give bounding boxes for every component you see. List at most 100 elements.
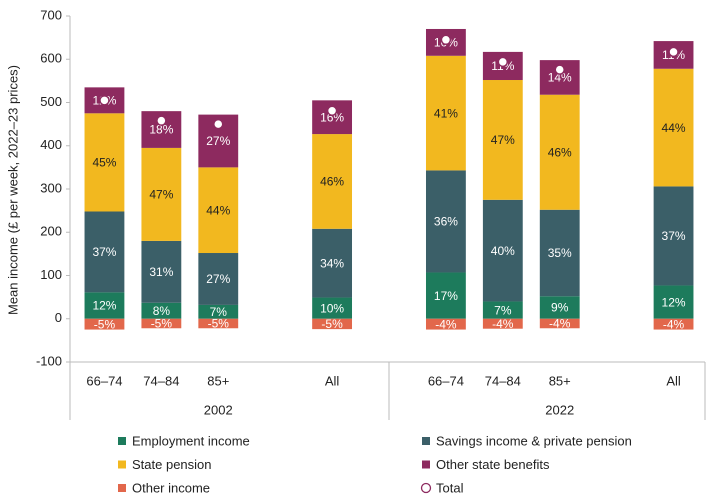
bar-segment: [425, 170, 466, 273]
bar-segment: [653, 68, 694, 187]
bar-segment: [425, 318, 466, 330]
bar-segment: [312, 228, 353, 298]
segment-label: 27%: [206, 272, 230, 286]
segment-label: 7%: [494, 303, 512, 317]
segment-label: 41%: [434, 106, 458, 120]
bar-segment: [84, 113, 125, 212]
y-tick-label: 600: [40, 51, 62, 66]
bar-segment: [425, 272, 466, 319]
bar-segment: [198, 167, 239, 254]
segment-label: -5%: [208, 317, 230, 331]
legend-marker: [420, 482, 432, 494]
segment-label: 10%: [320, 301, 344, 315]
segment-label: 9%: [551, 301, 569, 315]
bar-segment: [198, 304, 239, 319]
segment-label: 31%: [149, 265, 173, 279]
y-tick-label: 100: [40, 267, 62, 282]
legend-label: Savings income & private pension: [436, 433, 632, 448]
y-tick-label: 0: [55, 310, 62, 325]
y-tick-label: 400: [40, 137, 62, 152]
legend-label: Other state benefits: [436, 457, 550, 472]
bar-segment: [84, 211, 125, 293]
bar-segment: [141, 147, 182, 241]
bar-segment: [653, 285, 694, 319]
segment-label: 7%: [210, 305, 228, 319]
segment-label: 40%: [491, 244, 515, 258]
bar-segment: [539, 296, 580, 319]
total-marker: [440, 34, 452, 46]
total-marker: [497, 56, 509, 68]
segment-label: -5%: [321, 317, 343, 331]
segment-label: 14%: [548, 71, 572, 85]
total-marker: [156, 115, 167, 126]
legend-label: State pension: [132, 457, 212, 472]
bar-segment: [312, 134, 353, 229]
segment-label: -4%: [549, 317, 571, 331]
x-tick-label: 85+: [549, 373, 571, 388]
segment-label: 37%: [92, 245, 116, 259]
group-label: 2002: [204, 402, 233, 417]
y-tick-label: 200: [40, 224, 62, 239]
legend-swatch: [422, 460, 430, 469]
x-tick-label: 74–84: [485, 373, 521, 388]
group-label: 2022: [545, 402, 574, 417]
segment-label: 45%: [92, 156, 116, 170]
total-marker: [554, 64, 565, 75]
legend-label: Other income: [132, 480, 210, 495]
total-marker: [99, 95, 110, 106]
bar-segment: [141, 318, 182, 329]
y-tick-label: 700: [40, 7, 62, 22]
x-tick-label: 74–84: [143, 373, 179, 388]
segment-label: 44%: [662, 121, 686, 135]
segment-label: 46%: [320, 175, 344, 189]
total-marker: [326, 105, 338, 116]
segment-label: 36%: [434, 215, 458, 229]
segment-label: 37%: [662, 229, 686, 243]
y-axis-label: Mean income (£ per week, 2022–23 prices): [5, 65, 20, 315]
bar-segment: [482, 301, 523, 319]
segment-label: -4%: [492, 317, 514, 331]
bar-segment: [198, 318, 239, 329]
bar-segment: [653, 186, 694, 286]
y-tick-label: -100: [36, 353, 62, 368]
legend-label: Total: [436, 480, 464, 495]
total-marker: [668, 46, 679, 58]
x-tick-label: 66–74: [86, 373, 122, 388]
bar-segment: [482, 318, 523, 329]
x-tick-label: All: [666, 373, 681, 388]
bar-segment: [198, 253, 239, 305]
segment-label: 16%: [320, 110, 344, 124]
segment-label: 46%: [548, 145, 572, 159]
segment-label: -5%: [151, 317, 173, 331]
x-tick-label: 66–74: [428, 373, 464, 388]
y-tick-label: 300: [40, 180, 62, 195]
bar-segment: [84, 292, 125, 319]
segment-label: 47%: [491, 133, 515, 147]
segment-label: 44%: [206, 203, 230, 217]
bar-segment: [653, 318, 694, 330]
bar-segment: [539, 94, 580, 210]
legend-swatch: [118, 437, 126, 445]
bar-segment: [539, 318, 580, 329]
segment-label: 35%: [548, 246, 572, 260]
segment-label: -4%: [435, 317, 457, 331]
bar-segment: [425, 55, 466, 171]
legend-swatch: [422, 437, 430, 445]
bar-segment: [539, 209, 580, 297]
legend-swatch: [118, 484, 126, 492]
segment-label: 17%: [434, 289, 458, 303]
segment-label: -5%: [94, 317, 116, 331]
segment-label: -4%: [663, 317, 685, 331]
x-tick-label: 85+: [207, 373, 229, 388]
bar-segment: [141, 240, 182, 303]
bar-segment: [84, 318, 125, 330]
segment-label: 34%: [320, 256, 344, 270]
bar-segment: [312, 297, 353, 319]
segment-label: 12%: [92, 299, 116, 313]
segment-label: 27%: [206, 134, 230, 148]
bar-segment: [312, 318, 353, 330]
total-marker: [213, 118, 224, 130]
bar-segment: [141, 302, 182, 319]
segment-label: 18%: [149, 123, 173, 137]
